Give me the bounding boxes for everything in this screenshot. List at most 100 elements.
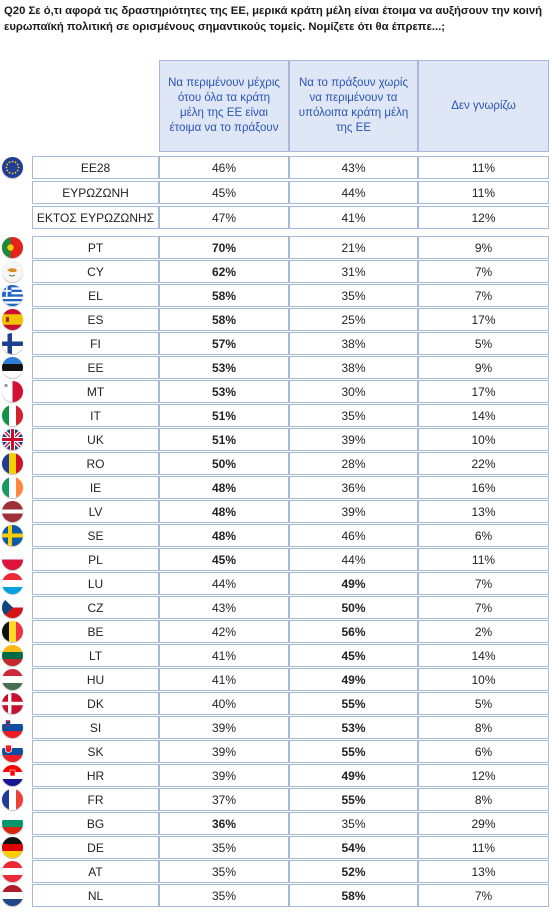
flag-nl-icon: [2, 885, 23, 906]
value-cell-wait: 39%: [159, 716, 289, 739]
table-row: HR 39% 49% 12%: [32, 764, 549, 787]
row-label: UK: [32, 428, 159, 451]
row-label: HU: [32, 668, 159, 691]
flag-be-icon: [2, 621, 23, 642]
row-label: LU: [32, 572, 159, 595]
value-cell-proceed: 39%: [289, 428, 418, 451]
column-header-dont-know: Δεν γνωρίζω: [418, 60, 549, 152]
value-cell-proceed: 49%: [289, 572, 418, 595]
row-label: PT: [32, 236, 159, 259]
flag-lu-icon: [2, 573, 23, 594]
row-label: FI: [32, 332, 159, 355]
table-row: ΕΚΤΟΣ ΕΥΡΩΖΩΝΗΣ 47% 41% 12%: [32, 206, 549, 229]
value-cell-dont-know: 11%: [418, 181, 549, 204]
table-row: PL 45% 44% 11%: [32, 548, 549, 571]
value-cell-proceed: 28%: [289, 452, 418, 475]
table-row: UK 51% 39% 10%: [32, 428, 549, 451]
flag-se-icon: [2, 525, 23, 546]
table-row: CZ 43% 50% 7%: [32, 596, 549, 619]
value-cell-proceed: 35%: [289, 284, 418, 307]
value-cell-wait: 45%: [159, 181, 289, 204]
value-cell-dont-know: 7%: [418, 260, 549, 283]
value-cell-dont-know: 12%: [418, 764, 549, 787]
value-cell-proceed: 52%: [289, 860, 418, 883]
value-cell-proceed: 38%: [289, 356, 418, 379]
flag-ee-icon: [2, 357, 23, 378]
value-cell-dont-know: 7%: [418, 572, 549, 595]
row-label: LV: [32, 500, 159, 523]
table-row: LU 44% 49% 7%: [32, 572, 549, 595]
value-cell-dont-know: 13%: [418, 500, 549, 523]
row-label: EL: [32, 284, 159, 307]
flag-hr-icon: [2, 765, 23, 786]
table-row: SI 39% 53% 8%: [32, 716, 549, 739]
value-cell-dont-know: 9%: [418, 356, 549, 379]
value-cell-proceed: 30%: [289, 380, 418, 403]
value-cell-proceed: 46%: [289, 524, 418, 547]
table-row: SK 39% 55% 6%: [32, 740, 549, 763]
value-cell-dont-know: 29%: [418, 812, 549, 835]
value-cell-dont-know: 9%: [418, 236, 549, 259]
value-cell-wait: 45%: [159, 548, 289, 571]
value-cell-proceed: 39%: [289, 500, 418, 523]
flag-es-icon: [2, 309, 23, 330]
value-cell-wait: 51%: [159, 428, 289, 451]
value-cell-dont-know: 14%: [418, 404, 549, 427]
value-cell-proceed: 36%: [289, 476, 418, 499]
column-header-wait: Να περιμένουν μέχρις ότου όλα τα κράτη μ…: [159, 60, 289, 152]
flag-lt-icon: [2, 645, 23, 666]
table-row: FI 57% 38% 5%: [32, 332, 549, 355]
column-header-dont-know-label: Δεν γνωρίζω: [451, 99, 516, 112]
row-label: HR: [32, 764, 159, 787]
value-cell-wait: 62%: [159, 260, 289, 283]
flag-el-icon: [2, 285, 23, 306]
row-label: IE: [32, 476, 159, 499]
column-header-proceed: Να το πράξουν χωρίς να περιμένουν τα υπό…: [289, 60, 418, 152]
value-cell-dont-know: 16%: [418, 476, 549, 499]
value-cell-proceed: 58%: [289, 884, 418, 907]
value-cell-wait: 41%: [159, 668, 289, 691]
flag-lv-icon: [2, 501, 23, 522]
value-cell-wait: 35%: [159, 836, 289, 859]
column-header-wait-label: Να περιμένουν μέχρις ότου όλα τα κράτη μ…: [168, 77, 280, 134]
row-label: LT: [32, 644, 159, 667]
value-cell-wait: 48%: [159, 524, 289, 547]
value-cell-dont-know: 11%: [418, 836, 549, 859]
flag-pl-icon: [2, 549, 23, 570]
value-cell-dont-know: 6%: [418, 740, 549, 763]
value-cell-proceed: 45%: [289, 644, 418, 667]
value-cell-dont-know: 8%: [418, 716, 549, 739]
value-cell-wait: 51%: [159, 404, 289, 427]
value-cell-proceed: 44%: [289, 181, 418, 204]
value-cell-wait: 35%: [159, 860, 289, 883]
value-cell-proceed: 43%: [289, 156, 418, 179]
table-row: NL 35% 58% 7%: [32, 884, 549, 907]
row-label: SI: [32, 716, 159, 739]
table-row: EL 58% 35% 7%: [32, 284, 549, 307]
table-row: ES 58% 25% 17%: [32, 308, 549, 331]
value-cell-wait: 36%: [159, 812, 289, 835]
value-cell-proceed: 25%: [289, 308, 418, 331]
flag-eu-icon: [2, 157, 23, 178]
value-cell-wait: 43%: [159, 596, 289, 619]
value-cell-dont-know: 10%: [418, 668, 549, 691]
flag-uk-icon: [2, 429, 23, 450]
row-label: IT: [32, 404, 159, 427]
flag-de-icon: [2, 837, 23, 858]
flag-fr-icon: [2, 789, 23, 810]
value-cell-dont-know: 17%: [418, 308, 549, 331]
value-cell-dont-know: 5%: [418, 332, 549, 355]
flag-si-icon: [2, 717, 23, 738]
value-cell-dont-know: 10%: [418, 428, 549, 451]
table-row: LT 41% 45% 14%: [32, 644, 549, 667]
value-cell-wait: 53%: [159, 380, 289, 403]
table-row: MT 53% 30% 17%: [32, 380, 549, 403]
flag-cz-icon: [2, 597, 23, 618]
flag-cy-icon: [2, 261, 23, 282]
value-cell-proceed: 35%: [289, 812, 418, 835]
value-cell-dont-know: 22%: [418, 452, 549, 475]
value-cell-wait: 35%: [159, 884, 289, 907]
value-cell-proceed: 49%: [289, 764, 418, 787]
row-label: EE28: [32, 156, 159, 179]
flag-dk-icon: [2, 693, 23, 714]
